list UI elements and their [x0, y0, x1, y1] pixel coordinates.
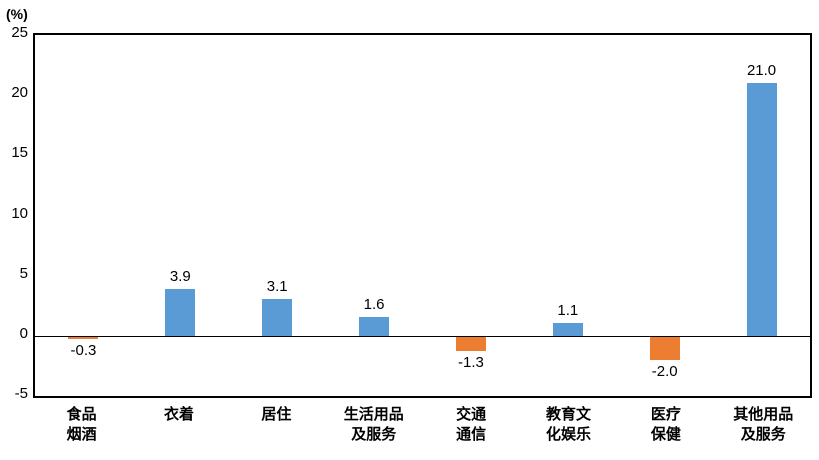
bar-positive: [552, 322, 583, 336]
y-axis-unit-label: (%): [6, 6, 28, 22]
bar-positive: [262, 298, 293, 336]
y-tick-label: 25: [11, 24, 28, 41]
y-tick-label: 15: [11, 144, 28, 162]
category-label: 居住: [261, 406, 292, 423]
y-tick-label: 20: [11, 84, 28, 102]
bar-positive: [359, 316, 390, 336]
bar-negative: [649, 336, 680, 360]
y-tick-label: -5: [14, 385, 28, 402]
bar-negative: [68, 336, 99, 340]
category-label: 其他用品 及服务: [733, 406, 794, 443]
bar-value-label: 21.0: [746, 62, 777, 80]
bar-negative: [455, 336, 486, 352]
category-label: 食品 烟酒: [66, 406, 97, 443]
y-tick-label: 10: [11, 204, 28, 222]
category-label: 交通 通信: [456, 406, 487, 443]
y-tick-label: 5: [19, 264, 28, 282]
y-axis-ticks: 25 20 15 10 5 0 -5: [0, 24, 28, 402]
bar-value-label: -0.3: [70, 342, 97, 360]
bar-value-label: 1.6: [363, 295, 385, 313]
y-tick-label: 0: [19, 324, 28, 342]
bar-value-label: -2.0: [651, 362, 678, 380]
x-axis-category-labels: 食品 烟酒 衣着 居住 生活用品 及服务 交通 通信 教育文 化娱乐 医疗 保健 其他用品 及…: [33, 405, 812, 444]
category-label: 衣着: [164, 406, 195, 423]
zero-axis-line: [35, 335, 810, 337]
bar-value-label: 3.1: [266, 277, 288, 295]
plot-area: -0.3 3.9 3.1 1.6 -1.3 1.1 -2.0 21.0: [33, 33, 812, 398]
bar-positive: [165, 288, 196, 336]
bar-positive: [746, 83, 777, 336]
bar-value-label: 3.9: [169, 267, 191, 285]
bar-value-label: 1.1: [557, 301, 579, 319]
category-label: 生活用品 及服务: [343, 406, 404, 443]
bar-value-label: -1.3: [458, 354, 484, 372]
category-label: 医疗 保健: [650, 406, 681, 443]
category-label: 教育文 化娱乐: [546, 406, 592, 443]
